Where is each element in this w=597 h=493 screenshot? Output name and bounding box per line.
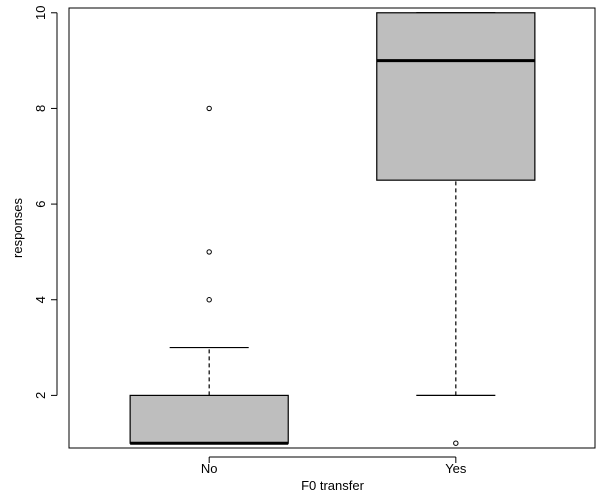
y-axis-title: responses (10, 198, 25, 258)
box-no (129, 105, 289, 445)
x-tick-label: No (201, 461, 218, 476)
x-axis-title: F0 transfer (301, 478, 365, 493)
outlier-point (206, 297, 212, 303)
outlier-point (453, 440, 459, 446)
box-yes (376, 12, 536, 446)
y-tick-label: 8 (33, 105, 48, 112)
y-axis: 2 4 6 8 10 (33, 6, 58, 399)
y-tick-label: 10 (33, 6, 48, 20)
plot-frame (68, 7, 596, 449)
iqr-box (376, 12, 536, 181)
y-tick-label: 6 (33, 200, 48, 207)
x-axis: No Yes (201, 456, 467, 476)
outlier-point (206, 105, 212, 112)
y-tick-label: 4 (33, 296, 48, 303)
iqr-box (129, 394, 289, 444)
outlier-point (206, 249, 212, 255)
boxes-layer (129, 12, 536, 446)
y-tick-label: 2 (33, 392, 48, 399)
x-tick-label: Yes (445, 461, 467, 476)
